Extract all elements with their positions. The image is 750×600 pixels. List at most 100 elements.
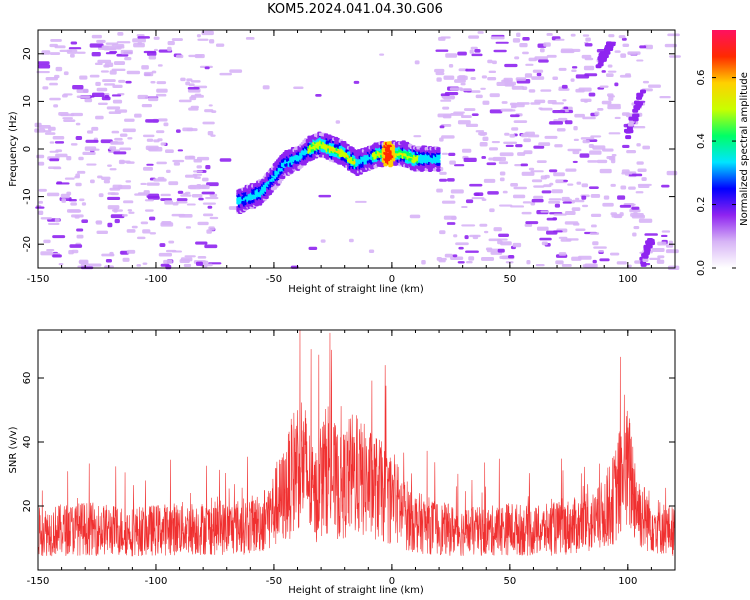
spectrogram-noise-cell <box>633 225 640 230</box>
spectrogram-noise-cell <box>465 250 479 253</box>
spectrogram-noise-cell <box>95 81 101 87</box>
spectrogram-noise-cell <box>105 42 119 45</box>
spectrogram-noise-cell <box>153 178 167 182</box>
spectrogram-noise-cell <box>645 44 653 50</box>
spectrogram-noise-cell <box>37 61 50 65</box>
spectrogram-streak-cell <box>640 89 647 94</box>
spectrogram-noise-cell <box>148 147 163 152</box>
spectrogram-noise-cell <box>531 76 545 80</box>
spectrogram-noise-cell <box>666 170 678 176</box>
spectrogram-noise-cell <box>592 259 597 264</box>
spectrogram-noise-cell <box>100 139 113 144</box>
spectrogram-noise-cell <box>572 160 578 163</box>
spectrogram-noise-cell <box>602 148 614 152</box>
spectrogram-noise-cell <box>124 118 135 122</box>
spectrogram-noise-cell <box>533 145 545 149</box>
spectrogram-noise-cell <box>618 35 626 39</box>
spectrogram-noise-cell <box>469 49 474 54</box>
spectrogram-noise-cell <box>185 226 192 229</box>
spectrogram-noise-cell <box>48 166 61 169</box>
spectrogram-noise-cell <box>659 95 671 99</box>
spectrogram-noise-cell <box>368 249 375 253</box>
spectrogram-noise-cell <box>610 158 616 164</box>
spectrogram-noise-cell <box>201 191 215 195</box>
spectrogram-noise-cell <box>157 138 163 142</box>
spectrogram-noise-cell <box>104 94 110 99</box>
spectrogram-noise-cell <box>574 113 585 118</box>
spectrogram-noise-cell <box>599 168 612 174</box>
spectrogram-noise-cell <box>443 75 455 80</box>
spectrogram-noise-cell <box>204 109 214 113</box>
spectrogram-noise-cell <box>474 192 484 196</box>
spectrogram-noise-cell <box>153 48 158 52</box>
spectrogram-noise-cell <box>617 195 626 200</box>
spectrogram-noise-cell <box>114 218 120 224</box>
spectrogram-x-ticks: -150 -100 -50 0 50 100 <box>27 30 676 285</box>
spectrogram-noise-cell <box>163 122 169 127</box>
spectrogram-noise-cell <box>517 152 526 156</box>
spectrogram-noise-cell <box>120 250 129 255</box>
spectrogram-noise-cell <box>63 71 69 76</box>
spectrogram-noise-cell <box>107 205 120 210</box>
spectrogram-noise-cell <box>544 135 558 139</box>
spectrogram-noise-cell <box>168 240 175 244</box>
spectrogram-noise-cell <box>480 256 495 261</box>
spectrogram-streak-cell <box>627 122 634 127</box>
spectrogram-noise-cell <box>228 206 238 210</box>
spectrogram-noise-cell <box>127 137 133 140</box>
spectrogram-noise-cell <box>134 193 149 196</box>
spectrogram-noise-cell <box>575 197 580 201</box>
spectrogram-noise-cell <box>445 53 458 58</box>
spectrogram-noise-cell <box>146 193 160 198</box>
spectrogram-noise-cell <box>482 136 489 142</box>
spectrogram-noise-cell <box>587 160 598 163</box>
spectrogram-noise-cell <box>499 255 510 259</box>
spectrogram-noise-cell <box>123 200 134 204</box>
spectrogram-noise-cell <box>436 77 442 82</box>
spectrogram-noise-cell <box>122 257 130 262</box>
spectrogram-noise-cell <box>479 142 488 147</box>
spectrogram-noise-cell <box>497 238 508 241</box>
spectrogram-noise-cell <box>499 171 506 176</box>
spectrogram-noise-cell <box>335 120 341 124</box>
spectrogram-noise-cell <box>611 213 622 218</box>
spectrogram-noise-cell <box>495 41 509 44</box>
spectrogram-ridge-cell <box>436 168 441 172</box>
spectrogram-noise-cell <box>180 77 186 82</box>
spectrogram-noise-cell <box>49 158 60 162</box>
spectrogram-noise-cell <box>441 135 455 139</box>
spectrogram-noise-cell <box>475 130 485 133</box>
spectrogram-noise-cell <box>541 241 548 246</box>
spectrogram-noise-cell <box>515 144 523 148</box>
spectrogram-noise-cell <box>639 45 647 49</box>
spectrogram-noise-cell <box>444 92 459 96</box>
spectrogram-noise-cell <box>509 133 516 138</box>
spectrogram-noise-cell <box>166 249 177 253</box>
spectrogram-noise-cell <box>516 32 521 37</box>
spectrogram-noise-cell <box>197 221 209 226</box>
spectrogram-noise-cell <box>632 232 637 237</box>
spectrogram-noise-cell <box>102 79 116 83</box>
spectrogram-noise-cell <box>512 242 522 248</box>
spectrogram-noise-cell <box>148 55 157 60</box>
spectrogram-noise-cell <box>144 209 154 212</box>
spectrogram-noise-cell <box>146 163 154 166</box>
spectrogram-noise-cell <box>52 254 62 258</box>
spectrogram-noise-cell <box>503 77 513 83</box>
spectrogram-noise-cell <box>190 80 201 83</box>
spectrogram-noise-cell <box>611 154 617 157</box>
spectrogram-noise-cell <box>98 193 104 198</box>
spectrogram-noise-cell <box>175 129 181 133</box>
spectrogram-noise-cell <box>84 98 93 103</box>
spectrogram-noise-cell <box>38 200 44 204</box>
spectrogram-noise-cell <box>487 191 499 195</box>
spectrogram-noise-cell <box>628 173 643 177</box>
spectrogram-noise-cell <box>97 59 112 64</box>
spectrogram-noise-cell <box>190 94 204 98</box>
spectrogram-noise-cell <box>38 124 51 129</box>
spectrogram-noise-cell <box>463 157 477 162</box>
spectrogram-noise-cell <box>628 186 636 190</box>
spectrogram-noise-cell <box>379 53 385 56</box>
spectrogram-noise-cell <box>49 52 61 56</box>
spectrogram-noise-cell <box>584 43 593 47</box>
